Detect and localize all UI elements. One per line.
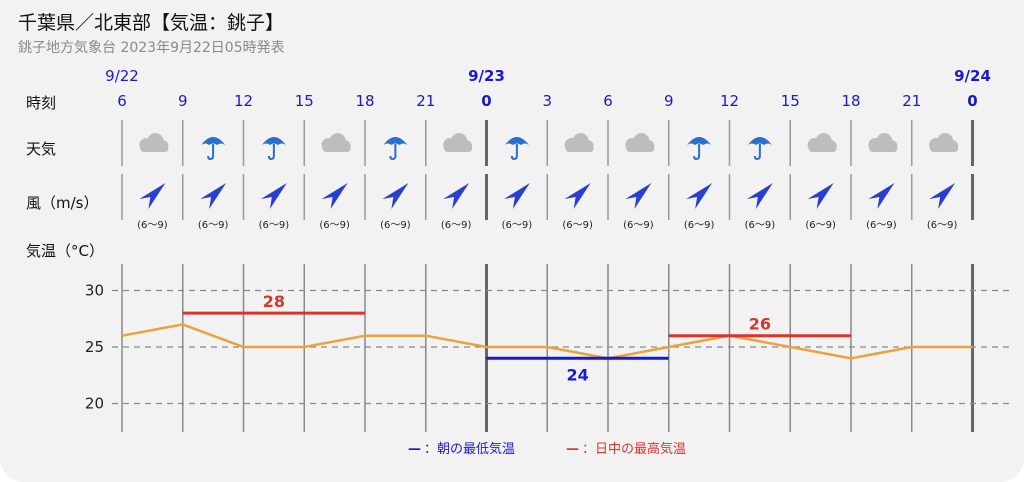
wind-arrow-icon: [686, 183, 713, 209]
y-tick-label: 20: [85, 395, 104, 413]
hour-label: 12: [720, 92, 739, 110]
hour-label: 0: [481, 92, 491, 110]
wind-arrow-icon: [200, 183, 227, 209]
row-label-temp: 気温（°C）: [26, 242, 104, 260]
cloud-icon: [443, 133, 473, 152]
hour-label: 3: [542, 92, 552, 110]
cloud-icon: [625, 133, 655, 152]
daily-max-label: 28: [263, 292, 285, 311]
wind-speed-label: (6〜9): [259, 220, 290, 231]
cloud-icon: [868, 133, 898, 152]
hour-label: 21: [902, 92, 921, 110]
legend-marker: —: [566, 442, 579, 457]
page-title: 千葉県／北東部【気温：銚子】: [18, 12, 285, 34]
wind-arrow-icon: [746, 183, 773, 209]
wind-speed-label: (6〜9): [927, 220, 958, 231]
wind-arrow-icon: [868, 183, 895, 209]
hour-label: 15: [295, 92, 314, 110]
hour-label: 9: [664, 92, 674, 110]
cloud-icon: [139, 133, 169, 152]
hour-label: 18: [841, 92, 860, 110]
wind-speed-label: (6〜9): [319, 220, 350, 231]
hour-label: 0: [967, 92, 977, 110]
daily-min-label: 24: [566, 365, 588, 384]
wind-speed-label: (6〜9): [137, 220, 168, 231]
umbrella-icon: [201, 137, 226, 161]
wind-speed-label: (6〜9): [441, 220, 472, 231]
wind-speed-label: (6〜9): [380, 220, 411, 231]
wind-arrow-icon: [260, 183, 287, 209]
hour-label: 6: [117, 92, 127, 110]
hour-label: 6: [603, 92, 613, 110]
wind-speed-label: (6〜9): [198, 220, 229, 231]
cloud-icon: [929, 133, 959, 152]
hour-label: 9: [178, 92, 188, 110]
wind-arrow-icon: [443, 183, 470, 209]
umbrella-icon: [383, 137, 408, 161]
wind-arrow-icon: [807, 183, 834, 209]
wind-speed-label: (6〜9): [502, 220, 533, 231]
daily-max-label: 26: [749, 315, 771, 334]
cloud-icon: [564, 133, 594, 152]
hour-label: 18: [355, 92, 374, 110]
y-tick-label: 30: [85, 282, 104, 300]
legend-label: ：朝の最低気温: [424, 441, 515, 457]
wind-arrow-icon: [382, 183, 409, 209]
hour-label: 21: [416, 92, 435, 110]
legend-marker: —: [408, 442, 421, 457]
row-label-weather: 天気: [26, 140, 56, 158]
row-label-time: 時刻: [26, 94, 56, 112]
wind-arrow-icon: [139, 183, 166, 209]
cloud-icon: [321, 133, 351, 152]
umbrella-icon: [747, 137, 772, 161]
wind-arrow-icon: [503, 183, 530, 209]
issued-subtitle: 銚子地方気象台 2023年9月22日05時発表: [18, 40, 285, 56]
hour-label: 15: [781, 92, 800, 110]
wind-arrow-icon: [929, 183, 956, 209]
wind-arrow-icon: [564, 183, 591, 209]
wind-arrow-icon: [625, 183, 652, 209]
wind-speed-label: (6〜9): [805, 220, 836, 231]
date-label: 9/24: [954, 67, 991, 85]
wind-speed-label: (6〜9): [623, 220, 654, 231]
date-label: 9/23: [468, 67, 505, 85]
hour-label: 12: [234, 92, 253, 110]
umbrella-icon: [261, 137, 286, 161]
wind-speed-label: (6〜9): [866, 220, 897, 231]
row-label-wind: 風（m/s）: [26, 194, 98, 212]
wind-arrow-icon: [321, 183, 348, 209]
wind-speed-label: (6〜9): [745, 220, 776, 231]
wind-speed-label: (6〜9): [562, 220, 593, 231]
y-tick-label: 25: [85, 338, 104, 356]
legend-label: ：日中の最高気温: [582, 441, 686, 457]
date-label: 9/22: [105, 67, 139, 85]
umbrella-icon: [687, 137, 712, 161]
cloud-icon: [807, 133, 837, 152]
wind-speed-label: (6〜9): [684, 220, 715, 231]
umbrella-icon: [504, 137, 529, 161]
